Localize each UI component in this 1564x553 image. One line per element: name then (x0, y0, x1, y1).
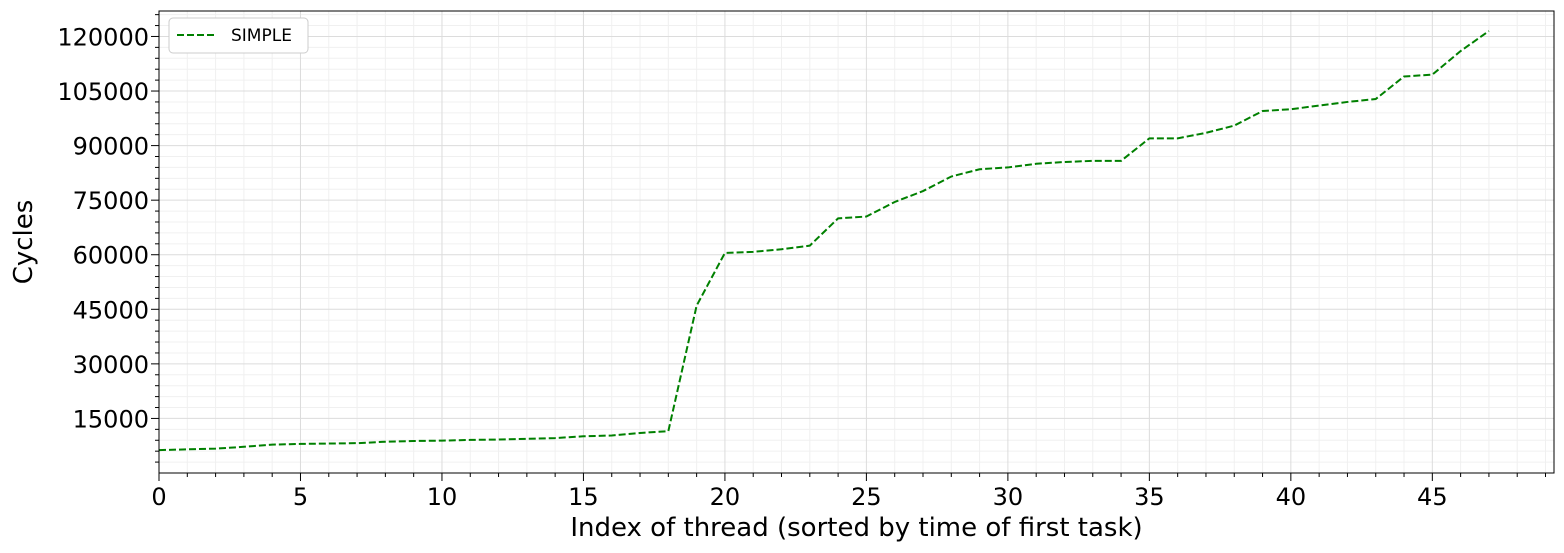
minor-grid (159, 11, 1554, 473)
axis-ticks (151, 14, 1547, 481)
x-axis-label: Index of thread (sorted by time of first… (570, 513, 1142, 543)
y-tick-label: 45000 (73, 296, 149, 324)
plot-frame (158, 10, 1555, 474)
series-line-simple (158, 30, 1490, 452)
x-tick-label: 20 (710, 483, 741, 511)
legend-box (168, 17, 309, 54)
y-tick-label: 90000 (73, 133, 149, 161)
y-tick-labels: 15000 30000 45000 60000 75000 90000 105000 1200… (57, 23, 149, 433)
major-grid (158, 11, 1554, 473)
x-tick-label: 45 (1417, 483, 1448, 511)
series-layer (158, 30, 1490, 452)
y-tick-label: 30000 (73, 351, 149, 379)
y-tick-label: 75000 (73, 187, 149, 215)
y-tick-label: 120000 (57, 23, 149, 51)
x-tick-label: 40 (1276, 483, 1307, 511)
x-tick-label: 25 (851, 483, 882, 511)
x-tick-label: 5 (293, 483, 308, 511)
y-tick-label: 15000 (73, 405, 149, 433)
x-tick-label: 0 (151, 483, 166, 511)
legend-label-simple: SIMPLE (231, 26, 292, 46)
y-tick-label: 60000 (73, 242, 149, 270)
y-axis-label: Cycles (9, 200, 39, 285)
y-tick-label: 105000 (57, 78, 149, 106)
x-tick-label: 10 (427, 483, 458, 511)
x-tick-label: 35 (1134, 483, 1165, 511)
x-tick-label: 30 (993, 483, 1024, 511)
x-tick-label: 15 (568, 483, 599, 511)
legend: SIMPLE (168, 17, 309, 54)
x-tick-labels: 0 5 10 15 20 25 30 35 40 45 (151, 483, 1447, 511)
